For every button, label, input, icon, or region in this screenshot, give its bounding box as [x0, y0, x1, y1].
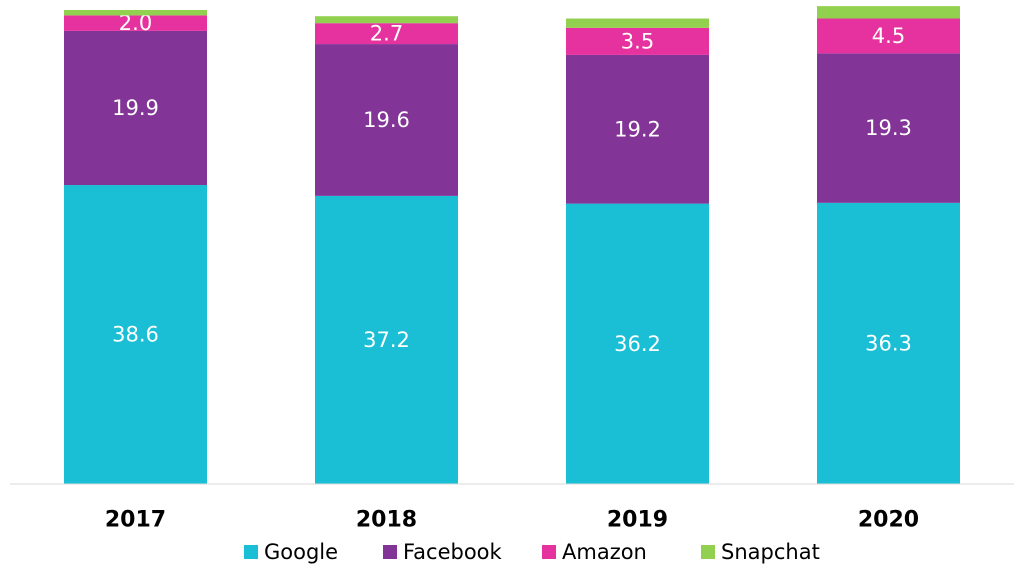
legend-label-snapchat: Snapchat — [721, 540, 820, 564]
bar-google-2018 — [315, 195, 458, 484]
data-label-google-2020: 36.3 — [865, 331, 912, 355]
bar-amazon-2020 — [817, 18, 960, 54]
bar-snapchat-2018 — [315, 16, 458, 24]
data-label-amazon-2017: 2.0 — [119, 11, 152, 35]
legend-label-google: Google — [264, 540, 338, 564]
legend: Google Facebook Amazon Snapchat — [244, 540, 820, 564]
x-tick-label-2017: 2017 — [105, 508, 166, 533]
bar-facebook-2019 — [566, 54, 709, 204]
bar-amazon-2018 — [315, 23, 458, 45]
data-label-facebook-2020: 19.3 — [865, 116, 912, 140]
bar-facebook-2020 — [817, 53, 960, 203]
bar-facebook-2017 — [64, 30, 207, 186]
bar-google-2019 — [566, 203, 709, 484]
data-label-google-2019: 36.2 — [614, 332, 661, 356]
x-tick-labels: 2017 2018 2019 2020 — [105, 508, 919, 533]
legend-swatch-google — [244, 545, 258, 559]
bar-facebook-2018 — [315, 44, 458, 196]
legend-swatch-amazon — [542, 545, 556, 559]
bar-google-2017 — [64, 185, 207, 485]
data-label-google-2017: 38.6 — [112, 323, 159, 347]
data-label-facebook-2018: 19.6 — [363, 108, 410, 132]
bar-amazon-2019 — [566, 27, 709, 55]
data-label-google-2018: 37.2 — [363, 328, 410, 352]
bar-snapchat-2017 — [64, 10, 207, 16]
x-tick-label-2019: 2019 — [607, 508, 668, 533]
data-label-amazon-2019: 3.5 — [621, 29, 654, 53]
data-label-amazon-2020: 4.5 — [872, 24, 905, 48]
x-tick-label-2020: 2020 — [858, 508, 919, 533]
legend-label-facebook: Facebook — [403, 540, 503, 564]
bar-snapchat-2020 — [817, 6, 960, 19]
data-label-facebook-2019: 19.2 — [614, 117, 661, 141]
data-label-amazon-2018: 2.7 — [370, 22, 403, 46]
legend-swatch-facebook — [383, 545, 397, 559]
legend-swatch-snapchat — [701, 545, 715, 559]
bar-amazon-2017 — [64, 15, 207, 31]
bar-snapchat-2019 — [566, 18, 709, 28]
bar-google-2020 — [817, 202, 960, 484]
x-tick-label-2018: 2018 — [356, 508, 417, 533]
bars-layer: 38.6 19.9 2.0 37.2 19.6 2.7 36.2 19.2 3.5 36.3 19.… — [64, 6, 960, 485]
data-label-facebook-2017: 19.9 — [112, 96, 159, 120]
legend-label-amazon: Amazon — [562, 540, 647, 564]
